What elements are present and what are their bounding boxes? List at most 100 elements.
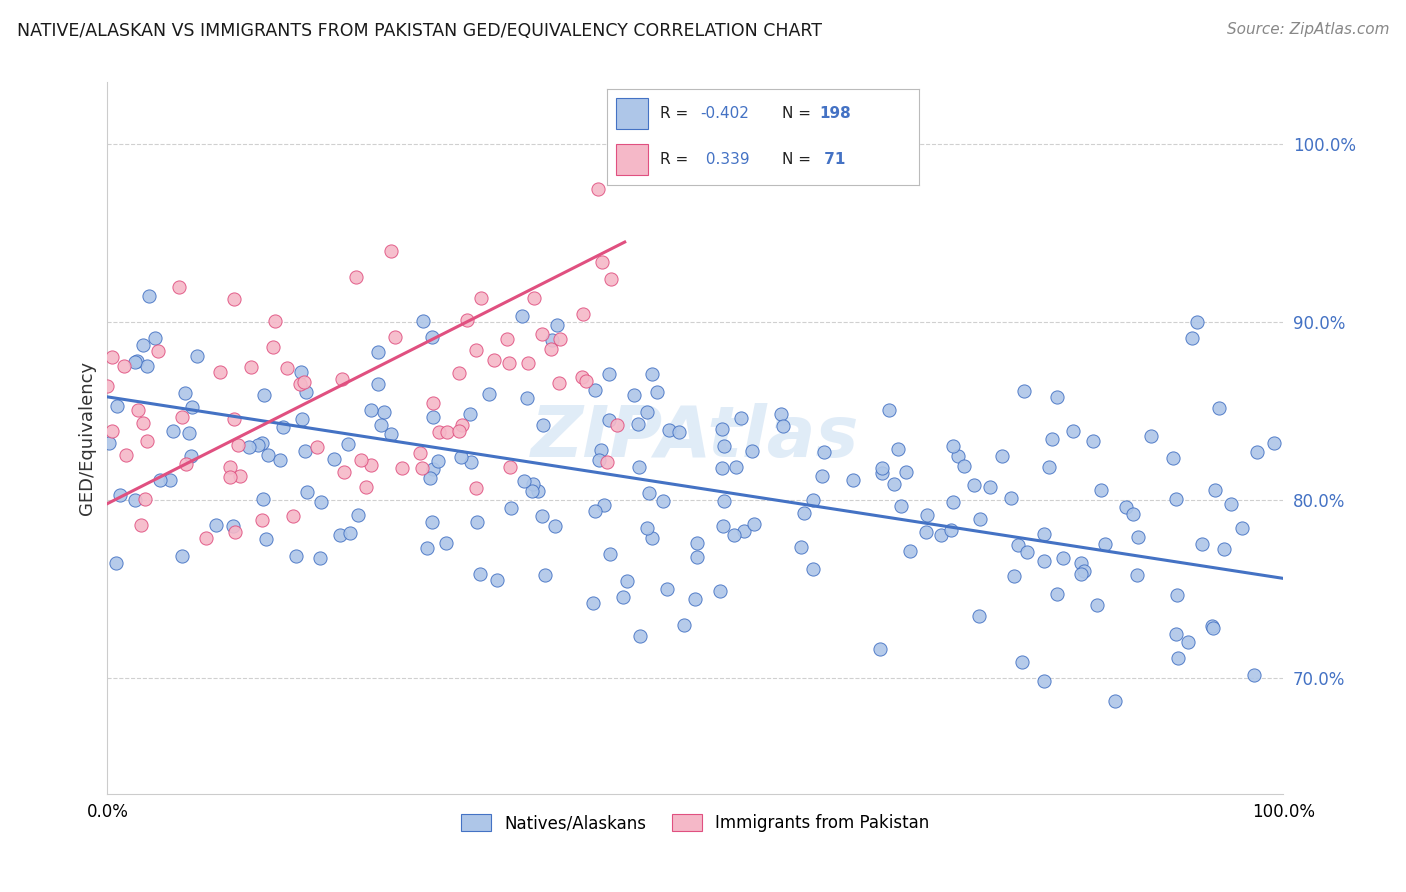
Point <box>1246 445 1268 459</box>
Point <box>1002 568 1025 582</box>
Point <box>668 425 690 439</box>
Point <box>709 583 731 598</box>
Point <box>636 405 658 419</box>
Point <box>229 468 252 483</box>
Point <box>599 272 621 286</box>
Point <box>627 417 650 431</box>
Point <box>952 459 974 474</box>
Point <box>599 547 621 561</box>
Point <box>333 465 356 479</box>
Point <box>367 377 389 392</box>
Point <box>730 411 752 425</box>
Point <box>623 388 645 402</box>
Point <box>125 354 148 368</box>
Point <box>205 518 228 533</box>
Point <box>588 182 610 196</box>
Point <box>890 499 912 513</box>
Point <box>877 403 900 417</box>
Point <box>464 343 486 357</box>
Point <box>593 499 616 513</box>
Point <box>290 376 312 391</box>
Point <box>1166 626 1188 640</box>
Point <box>370 417 392 432</box>
Point <box>636 521 658 535</box>
Point <box>307 441 329 455</box>
Point <box>501 501 523 516</box>
Text: Source: ZipAtlas.com: Source: ZipAtlas.com <box>1226 22 1389 37</box>
Point <box>1000 491 1022 505</box>
Point <box>419 471 441 485</box>
Point <box>226 438 249 452</box>
Point <box>478 387 501 401</box>
Point <box>1191 537 1213 551</box>
Point <box>801 493 824 508</box>
Point <box>373 405 395 419</box>
Point <box>276 361 298 376</box>
Point <box>1081 434 1104 448</box>
Point <box>673 618 696 632</box>
Point <box>224 525 246 540</box>
Point <box>1014 384 1036 398</box>
Point <box>548 376 571 390</box>
Point <box>427 425 450 440</box>
Point <box>520 483 543 498</box>
Point <box>380 244 402 258</box>
Point <box>132 338 155 352</box>
Point <box>254 532 277 546</box>
Point <box>530 509 553 524</box>
Point <box>540 342 562 356</box>
Point <box>112 359 135 374</box>
Point <box>391 461 413 475</box>
Point <box>222 292 245 306</box>
Point <box>1185 315 1208 329</box>
Point <box>295 384 318 399</box>
Point <box>468 566 491 581</box>
Point <box>1219 497 1241 511</box>
Point <box>172 549 194 563</box>
Point <box>790 540 813 554</box>
Point <box>1139 429 1161 443</box>
Point <box>898 544 921 558</box>
Point <box>769 408 792 422</box>
Point <box>499 459 522 474</box>
Point <box>177 425 200 440</box>
Point <box>872 461 894 475</box>
Point <box>360 458 382 472</box>
Point <box>174 457 197 471</box>
Point <box>219 470 242 484</box>
Point <box>224 412 246 426</box>
Point <box>711 422 734 436</box>
Point <box>772 418 794 433</box>
Point <box>571 369 593 384</box>
Point <box>292 375 315 389</box>
Point <box>647 385 669 400</box>
Point <box>174 386 197 401</box>
Point <box>598 368 620 382</box>
Point <box>250 513 273 527</box>
Point <box>1202 621 1225 635</box>
Point <box>159 473 181 487</box>
Point <box>1177 634 1199 648</box>
Point <box>963 478 986 492</box>
Point <box>271 420 294 434</box>
Point <box>931 528 953 542</box>
Point <box>1094 537 1116 551</box>
Point <box>434 536 457 550</box>
Legend: Natives/Alaskans, Immigrants from Pakistan: Natives/Alaskans, Immigrants from Pakist… <box>454 807 936 838</box>
Point <box>869 641 891 656</box>
Point <box>162 424 184 438</box>
Point <box>284 549 307 563</box>
Point <box>842 473 865 487</box>
Point <box>451 418 474 433</box>
Point <box>582 596 605 610</box>
Point <box>496 332 519 346</box>
Point <box>1085 598 1108 612</box>
Point <box>793 506 815 520</box>
Point <box>247 438 270 452</box>
Text: NATIVE/ALASKAN VS IMMIGRANTS FROM PAKISTAN GED/EQUIVALENCY CORRELATION CHART: NATIVE/ALASKAN VS IMMIGRANTS FROM PAKIST… <box>17 22 823 40</box>
Point <box>979 480 1001 494</box>
Point <box>686 535 709 549</box>
Point <box>591 254 613 268</box>
Point <box>641 367 664 381</box>
Point <box>290 365 312 379</box>
